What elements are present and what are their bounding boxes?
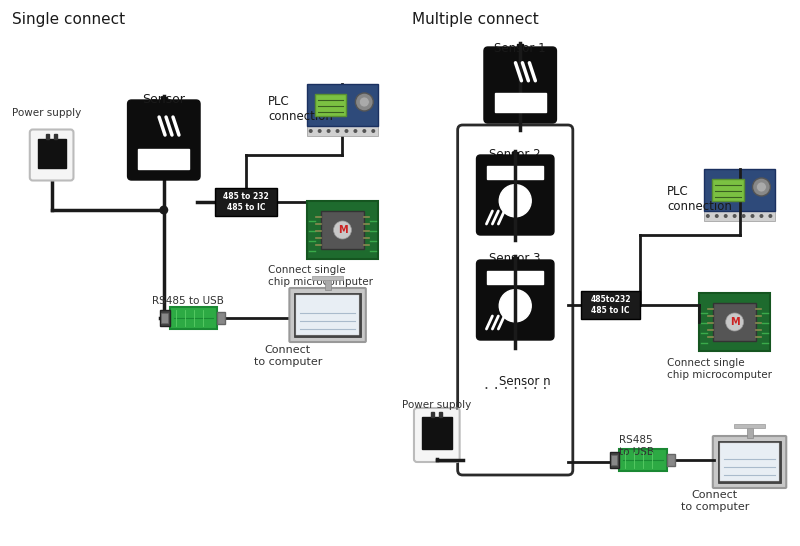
Text: Connect single
chip microcomputer: Connect single chip microcomputer [268,265,373,287]
Text: Connect
to computer: Connect to computer [254,345,322,366]
Bar [314,94,346,116]
Bar [512,257,518,265]
Circle shape [354,129,358,133]
Text: M: M [730,317,739,327]
Bar [306,84,378,126]
Bar [431,412,434,417]
Circle shape [750,214,754,218]
Bar [321,211,364,249]
Bar [734,424,766,428]
Text: Sensor 3: Sensor 3 [490,252,541,265]
Bar [610,452,619,468]
Circle shape [326,129,330,133]
Circle shape [309,129,313,133]
Circle shape [499,290,531,322]
Circle shape [334,221,351,239]
Bar [161,97,166,105]
Circle shape [335,129,339,133]
Bar [218,312,226,324]
Text: · · · · · · ·: · · · · · · · [483,383,547,397]
Bar [712,179,743,201]
Circle shape [757,182,766,192]
FancyBboxPatch shape [477,155,554,235]
Text: PLC
connection: PLC connection [667,185,732,213]
Circle shape [318,129,322,133]
Circle shape [733,214,737,218]
Bar [46,134,49,139]
Circle shape [753,178,770,196]
Circle shape [371,129,375,133]
Bar [718,441,782,483]
Text: M: M [338,225,347,235]
Bar [294,293,361,337]
Text: PLC
connection: PLC connection [268,95,333,123]
Bar [746,428,753,438]
FancyBboxPatch shape [484,47,557,123]
Circle shape [355,93,374,111]
Bar [495,93,546,112]
Bar [713,303,757,341]
Bar [581,291,640,319]
Bar [487,166,543,179]
Circle shape [759,214,763,218]
Bar [610,455,618,465]
Bar [170,307,218,329]
Text: RS485
to USB: RS485 to USB [619,435,654,456]
Text: Sensor 2: Sensor 2 [490,148,541,161]
Bar [518,44,523,52]
Bar [619,449,667,471]
Circle shape [706,214,710,218]
Text: Connect
to computer: Connect to computer [681,490,749,512]
Bar [312,276,343,280]
Bar [704,169,775,211]
Bar [306,126,378,136]
Text: 485to232
485 to IC: 485to232 485 to IC [590,295,630,315]
FancyBboxPatch shape [127,100,200,180]
Bar [161,313,168,323]
FancyBboxPatch shape [713,436,786,488]
Bar [38,139,66,168]
Circle shape [768,214,772,218]
Bar [487,271,543,284]
FancyBboxPatch shape [477,260,554,340]
Circle shape [714,214,718,218]
Circle shape [345,129,349,133]
Bar [704,211,775,221]
Bar [699,293,770,351]
Circle shape [726,313,743,331]
Bar [215,188,277,216]
Bar [296,295,359,335]
Text: RS485 to USB: RS485 to USB [152,296,224,306]
Text: 485 to 232
485 to IC: 485 to 232 485 to IC [223,192,269,212]
FancyBboxPatch shape [30,129,74,181]
Circle shape [724,214,728,218]
FancyBboxPatch shape [458,125,573,475]
Bar [422,417,452,449]
Circle shape [742,214,746,218]
Bar [667,454,675,466]
Bar [160,310,170,326]
Text: Multiple connect: Multiple connect [412,12,538,27]
Text: Sensor: Sensor [142,93,186,106]
FancyBboxPatch shape [414,408,460,462]
Bar [54,134,57,139]
Circle shape [362,129,366,133]
Bar [720,443,779,481]
Text: Power supply: Power supply [12,108,81,118]
Text: Connect single
chip microcomputer: Connect single chip microcomputer [667,358,772,379]
Bar [138,149,189,169]
Bar [439,412,442,417]
Circle shape [499,185,531,217]
Bar [306,201,378,259]
Text: Sensor n: Sensor n [499,375,551,388]
FancyBboxPatch shape [290,288,366,342]
Text: Power supply: Power supply [402,400,471,410]
Circle shape [159,205,168,215]
Text: Sensor 1: Sensor 1 [494,42,546,55]
Bar [325,280,330,290]
Circle shape [359,97,370,107]
Text: Single connect: Single connect [12,12,125,27]
Bar [512,152,518,160]
